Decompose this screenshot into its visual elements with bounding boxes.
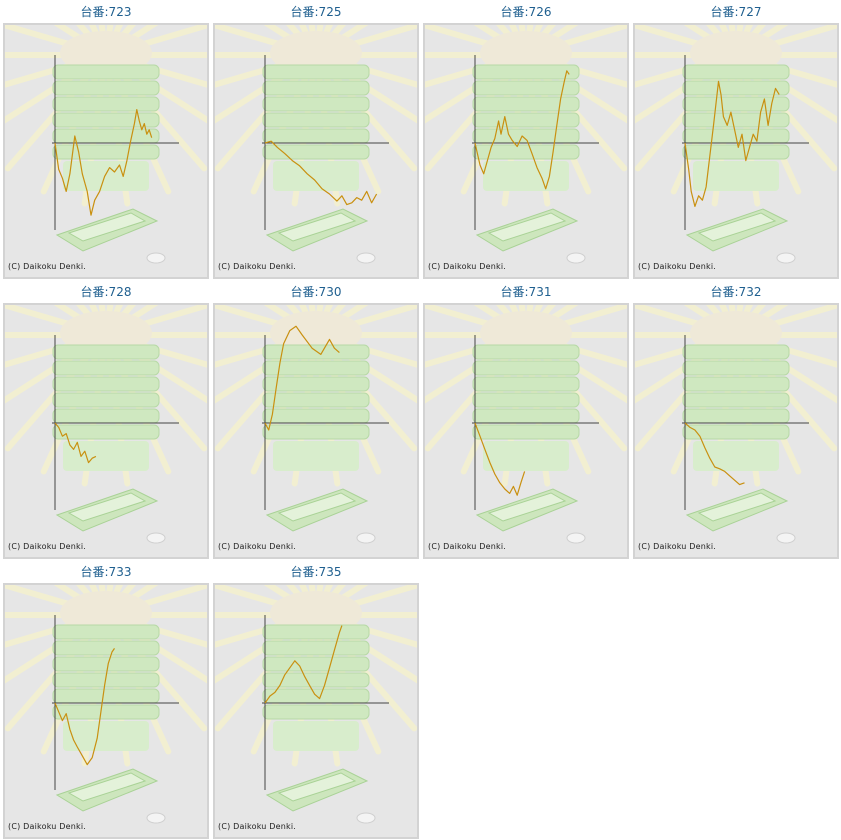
chart-panel: (C) Daikoku Denki. xyxy=(633,23,839,279)
copyright-text: (C) Daikoku Denki. xyxy=(218,262,297,271)
chart-panel: (C) Daikoku Denki. xyxy=(213,303,419,559)
payout-line xyxy=(264,325,340,431)
panel-background-art xyxy=(215,585,417,824)
payout-line xyxy=(684,422,745,486)
chart-panel: (C) Daikoku Denki. xyxy=(213,23,419,279)
payout-line xyxy=(54,108,153,216)
chart-panel: (C) Daikoku Denki. xyxy=(633,303,839,559)
panel-background-art xyxy=(425,305,627,544)
chart-title[interactable]: 台番:731 xyxy=(500,285,552,299)
chart-title[interactable]: 台番:733 xyxy=(80,565,132,579)
panel-background-art xyxy=(215,25,417,264)
panel-background-art xyxy=(635,25,837,264)
copyright-text: (C) Daikoku Denki. xyxy=(218,542,297,551)
chart-panel: (C) Daikoku Denki. xyxy=(423,23,629,279)
chart-title[interactable]: 台番:725 xyxy=(290,5,342,19)
chart-card: 台番:732 (C) Daikoku Denki. xyxy=(633,282,839,559)
chart-card: 台番:726 (C) Daikoku Denki. xyxy=(423,2,629,279)
slot-graph xyxy=(215,585,417,824)
panel-background-art xyxy=(215,305,417,544)
slot-graph xyxy=(425,25,627,264)
copyright-text: (C) Daikoku Denki. xyxy=(218,822,297,831)
payout-line xyxy=(264,140,378,206)
chart-card: 台番:725 (C) Daikoku Denki. xyxy=(213,2,419,279)
chart-title[interactable]: 台番:735 xyxy=(290,565,342,579)
chart-card: 台番:731 (C) Daikoku Denki. xyxy=(423,282,629,559)
copyright-text: (C) Daikoku Denki. xyxy=(638,262,717,271)
chart-title[interactable]: 台番:732 xyxy=(710,285,762,299)
chart-card: 台番:733 (C) Daikoku Denki. xyxy=(3,562,209,839)
panel-background-art xyxy=(635,305,837,544)
slot-graph xyxy=(215,25,417,264)
chart-panel: (C) Daikoku Denki. xyxy=(423,303,629,559)
payout-line xyxy=(54,648,115,766)
chart-card: 台番:730 (C) Daikoku Denki. xyxy=(213,282,419,559)
copyright-text: (C) Daikoku Denki. xyxy=(8,262,87,271)
slot-graph xyxy=(5,25,207,264)
panel-background-art xyxy=(5,305,207,544)
chart-title[interactable]: 台番:723 xyxy=(80,5,132,19)
panel-background-art xyxy=(5,585,207,824)
panel-background-art xyxy=(5,25,207,264)
chart-panel: (C) Daikoku Denki. xyxy=(213,583,419,839)
payout-line xyxy=(684,80,780,207)
copyright-text: (C) Daikoku Denki. xyxy=(428,542,507,551)
payout-line xyxy=(474,70,570,190)
chart-title[interactable]: 台番:728 xyxy=(80,285,132,299)
slot-graph xyxy=(635,25,837,264)
copyright-text: (C) Daikoku Denki. xyxy=(8,542,87,551)
slot-graph xyxy=(215,305,417,544)
slot-graph xyxy=(425,305,627,544)
chart-card: 台番:723 (C) Daikoku Denki. xyxy=(3,2,209,279)
slot-graph xyxy=(5,305,207,544)
copyright-text: (C) Daikoku Denki. xyxy=(428,262,507,271)
slot-graph xyxy=(5,585,207,824)
chart-panel: (C) Daikoku Denki. xyxy=(3,303,209,559)
chart-title[interactable]: 台番:726 xyxy=(500,5,552,19)
panel-background-art xyxy=(425,25,627,264)
chart-card: 台番:728 (C) Daikoku Denki. xyxy=(3,282,209,559)
payout-line xyxy=(54,422,97,464)
chart-panel: (C) Daikoku Denki. xyxy=(3,23,209,279)
chart-card: 台番:735 (C) Daikoku Denki. xyxy=(213,562,419,839)
copyright-text: (C) Daikoku Denki. xyxy=(638,542,717,551)
slot-graph xyxy=(635,305,837,544)
chart-title[interactable]: 台番:727 xyxy=(710,5,762,19)
copyright-text: (C) Daikoku Denki. xyxy=(8,822,87,831)
payout-line xyxy=(474,422,526,496)
payout-line xyxy=(264,625,343,704)
chart-panel: (C) Daikoku Denki. xyxy=(3,583,209,839)
chart-card: 台番:727 (C) Daikoku Denki. xyxy=(633,2,839,279)
chart-title[interactable]: 台番:730 xyxy=(290,285,342,299)
